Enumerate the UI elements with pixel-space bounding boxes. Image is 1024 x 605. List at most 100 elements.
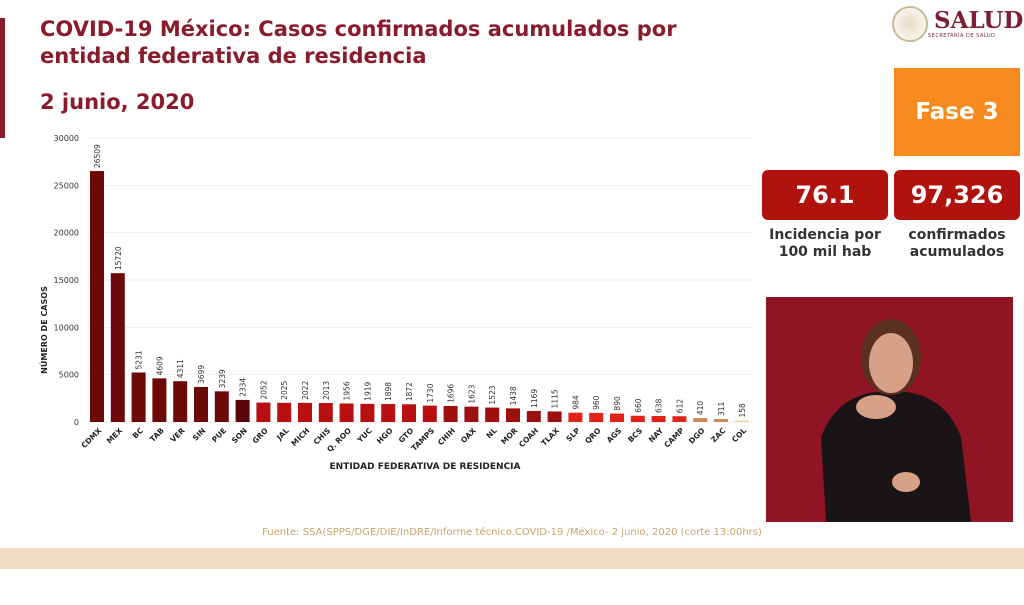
bar-MEX — [110, 273, 125, 422]
x-tick-label: OAX — [459, 426, 478, 445]
bar-HGO — [381, 404, 396, 422]
bar-VER — [173, 381, 188, 422]
bar-TAB — [152, 378, 167, 422]
data-label: 4609 — [155, 356, 164, 375]
x-tick-label: QRO — [583, 426, 602, 445]
bar-CAMP — [672, 416, 687, 422]
x-tick-label: JAL — [274, 426, 291, 443]
x-tick-label: AGS — [605, 426, 624, 445]
x-tick-label: SLP — [564, 426, 582, 444]
y-tick-label: 20000 — [54, 229, 79, 238]
data-label: 3239 — [218, 369, 227, 388]
data-label: 3699 — [197, 365, 206, 384]
confirmed-caption: confirmados acumulados — [908, 227, 1006, 260]
x-tick-label: PUE — [210, 426, 228, 444]
page-title: COVID-19 México: Casos confirmados acumu… — [40, 17, 677, 68]
bar-chart: NÚMERO DE CASOS ENTIDAD FEDERATIVA DE RE… — [38, 134, 752, 472]
x-tick-label: BC — [131, 426, 146, 441]
footer-band — [0, 548, 1024, 569]
y-tick-label: 25000 — [54, 181, 79, 190]
bar-GRO — [256, 402, 271, 422]
accent-bar — [0, 18, 5, 138]
x-tick-label: CDMX — [79, 426, 103, 450]
bar-TLAX — [547, 411, 562, 422]
data-label: 410 — [696, 401, 705, 416]
data-label: 2052 — [259, 380, 268, 399]
data-label: 2013 — [322, 381, 331, 400]
x-tick-label: DGO — [687, 426, 707, 446]
data-label: 1696 — [447, 384, 456, 403]
data-label: 660 — [634, 398, 643, 413]
x-tick-label: HGO — [375, 426, 395, 446]
data-label: 1872 — [405, 382, 414, 401]
bar-SON — [235, 399, 250, 422]
data-label: 1115 — [551, 389, 560, 408]
x-tick-label: SIN — [191, 426, 208, 443]
x-tick-label: YUC — [355, 426, 374, 445]
y-axis-label: NÚMERO DE CASOS — [38, 286, 49, 374]
x-tick-label: COAH — [517, 426, 540, 449]
bar-YUC — [360, 403, 375, 422]
bar-CHIH — [443, 405, 458, 422]
bar-MOR — [506, 408, 520, 422]
bar-BC — [131, 372, 146, 422]
bar-COL — [734, 420, 749, 422]
bar-ZAC — [714, 419, 728, 422]
bar-AGS — [610, 413, 624, 422]
bar-COAH — [526, 410, 541, 422]
report-date: 2 junio, 2020 — [40, 90, 195, 114]
y-tick-label: 5000 — [59, 371, 79, 380]
data-label: 4311 — [176, 359, 185, 378]
data-label: 1523 — [488, 385, 497, 404]
data-label: 612 — [675, 399, 684, 414]
data-label: 5231 — [135, 350, 144, 369]
x-tick-label: CAMP — [662, 426, 686, 450]
interpreter-figure — [766, 297, 1013, 522]
y-tick-label: 10000 — [54, 323, 79, 332]
phase-badge: Fase 3 — [894, 68, 1020, 156]
sign-language-video — [766, 297, 1013, 522]
y-tick-label: 30000 — [54, 134, 79, 143]
x-axis-label: ENTIDAD FEDERATIVA DE RESIDENCIA — [330, 462, 521, 472]
seal-icon — [892, 6, 928, 42]
bar-JAL — [277, 402, 292, 422]
bar-GTO — [402, 404, 416, 422]
data-label: 15720 — [114, 246, 123, 270]
bar-Q. ROO — [339, 403, 354, 422]
data-label: 1730 — [426, 383, 435, 402]
data-label: 1956 — [343, 381, 352, 400]
bar-QRO — [589, 412, 604, 422]
bar-PUE — [214, 391, 229, 422]
salud-logo: SALUD SECRETARÍA DE SALUD — [892, 6, 1023, 42]
x-tick-label: COL — [730, 426, 748, 444]
bar-DGO — [693, 418, 708, 422]
data-label: 1623 — [467, 384, 476, 403]
x-tick-label: NL — [484, 426, 498, 440]
x-tick-label: BCS — [626, 426, 644, 444]
x-tick-label: TAMPS — [410, 426, 437, 453]
incidence-value: 76.1 — [762, 170, 888, 220]
data-label: 1898 — [384, 382, 393, 401]
logo-name: SALUD — [934, 7, 1024, 34]
bar-MICH — [298, 402, 312, 422]
bar-CHIS — [318, 402, 333, 422]
x-tick-label: SON — [230, 426, 249, 445]
data-label: 26509 — [93, 144, 102, 168]
bar-SIN — [194, 386, 208, 422]
x-tick-label: MICH — [289, 426, 311, 448]
bar-NAY — [651, 415, 666, 422]
confirmed-value: 97,326 — [894, 170, 1020, 220]
data-label: 1919 — [363, 382, 372, 401]
bar-CDMX — [90, 171, 104, 422]
data-label: 1169 — [530, 389, 539, 408]
logo-subtitle: SECRETARÍA DE SALUD — [928, 33, 996, 39]
x-tick-label: CHIH — [436, 426, 457, 447]
y-tick-label: 0 — [74, 418, 79, 427]
source-note: Fuente: SSA(SPPS/DGE/DIE/InDRE/Informe t… — [262, 527, 762, 538]
x-tick-label: ZAC — [709, 426, 728, 445]
data-label: 890 — [613, 396, 622, 411]
bar-BCS — [630, 415, 645, 422]
data-label: 2334 — [239, 378, 248, 397]
x-tick-label: MEX — [105, 426, 125, 446]
bar-SLP — [568, 412, 583, 422]
